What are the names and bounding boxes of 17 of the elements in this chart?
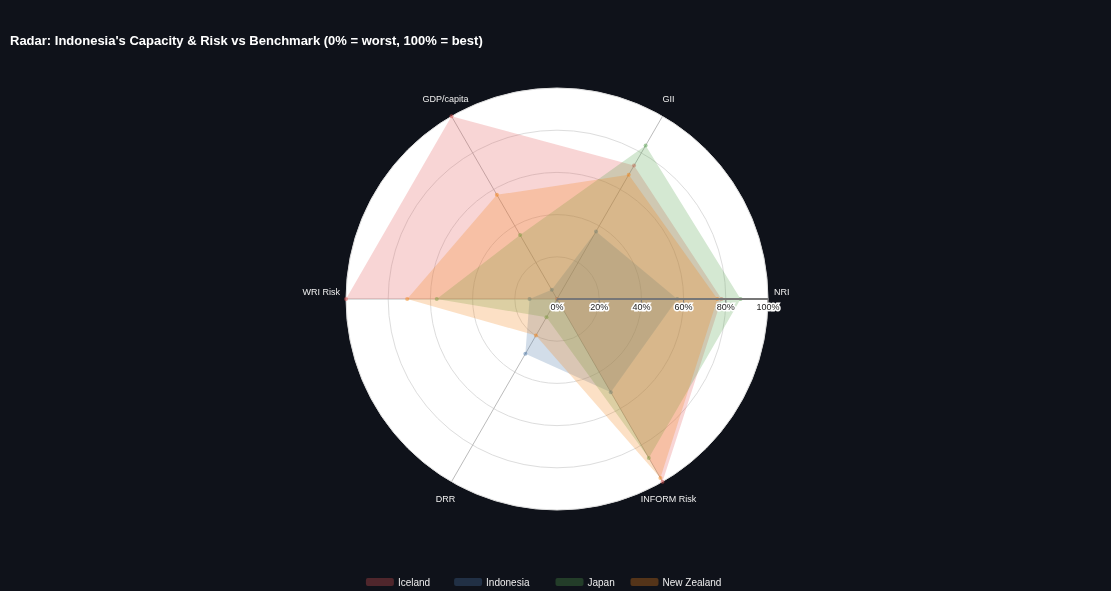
spoke-label: DRR	[435, 494, 456, 505]
y-tick-label: 40%	[632, 302, 651, 312]
spoke-label: GDP/capita	[422, 93, 469, 104]
legend-label: New Zealand	[662, 577, 722, 588]
legend-label: Indonesia	[486, 577, 530, 588]
y-tick-label: 100%	[756, 302, 780, 312]
y-tick-label: 0%	[550, 302, 564, 312]
y-tick-label: 20%	[590, 302, 609, 312]
y-tick-label: 80%	[716, 302, 735, 312]
chart-title: Radar: Indonesia's Capacity & Risk vs Benchmark (0% = worst, 100% = best)	[10, 33, 483, 48]
spoke-label: GII	[662, 93, 675, 104]
y-tick-label: 60%	[674, 302, 693, 312]
legend-label: Iceland	[397, 577, 431, 588]
legend-label: Japan	[587, 577, 615, 588]
spoke-label: WRI Risk	[302, 287, 341, 297]
spoke-label: NRI	[774, 287, 790, 297]
spoke-label: INFORM Risk	[640, 494, 697, 505]
